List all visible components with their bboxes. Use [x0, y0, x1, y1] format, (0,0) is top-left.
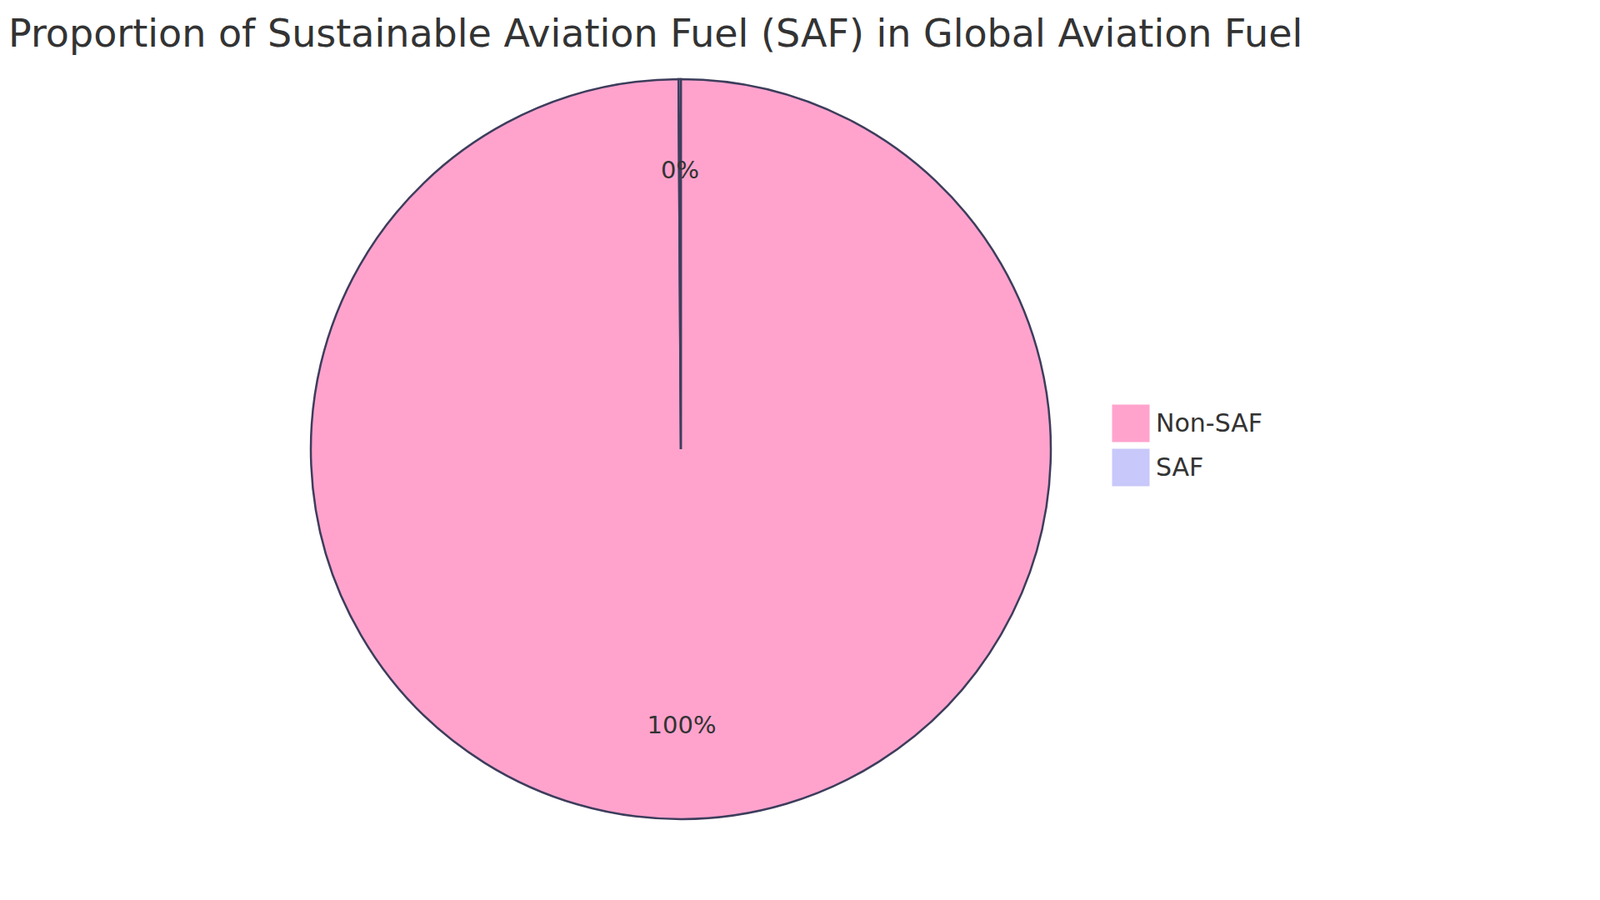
data-label: 100%: [647, 710, 717, 740]
legend-label: SAF: [1155, 452, 1204, 482]
legend-swatch: [1112, 449, 1150, 486]
slices: [310, 79, 1051, 820]
legend: Non-SAF SAF: [1112, 405, 1263, 486]
legend-swatch: [1112, 405, 1150, 442]
pie-slice: [310, 79, 1051, 820]
data-label: 0%: [660, 155, 700, 185]
chart: Proportion of Sustainable Aviation Fuel …: [0, 0, 1600, 900]
legend-label: Non-SAF: [1155, 408, 1263, 438]
title: Proportion of Sustainable Aviation Fuel …: [8, 10, 1303, 56]
pie-slice: [678, 79, 681, 450]
